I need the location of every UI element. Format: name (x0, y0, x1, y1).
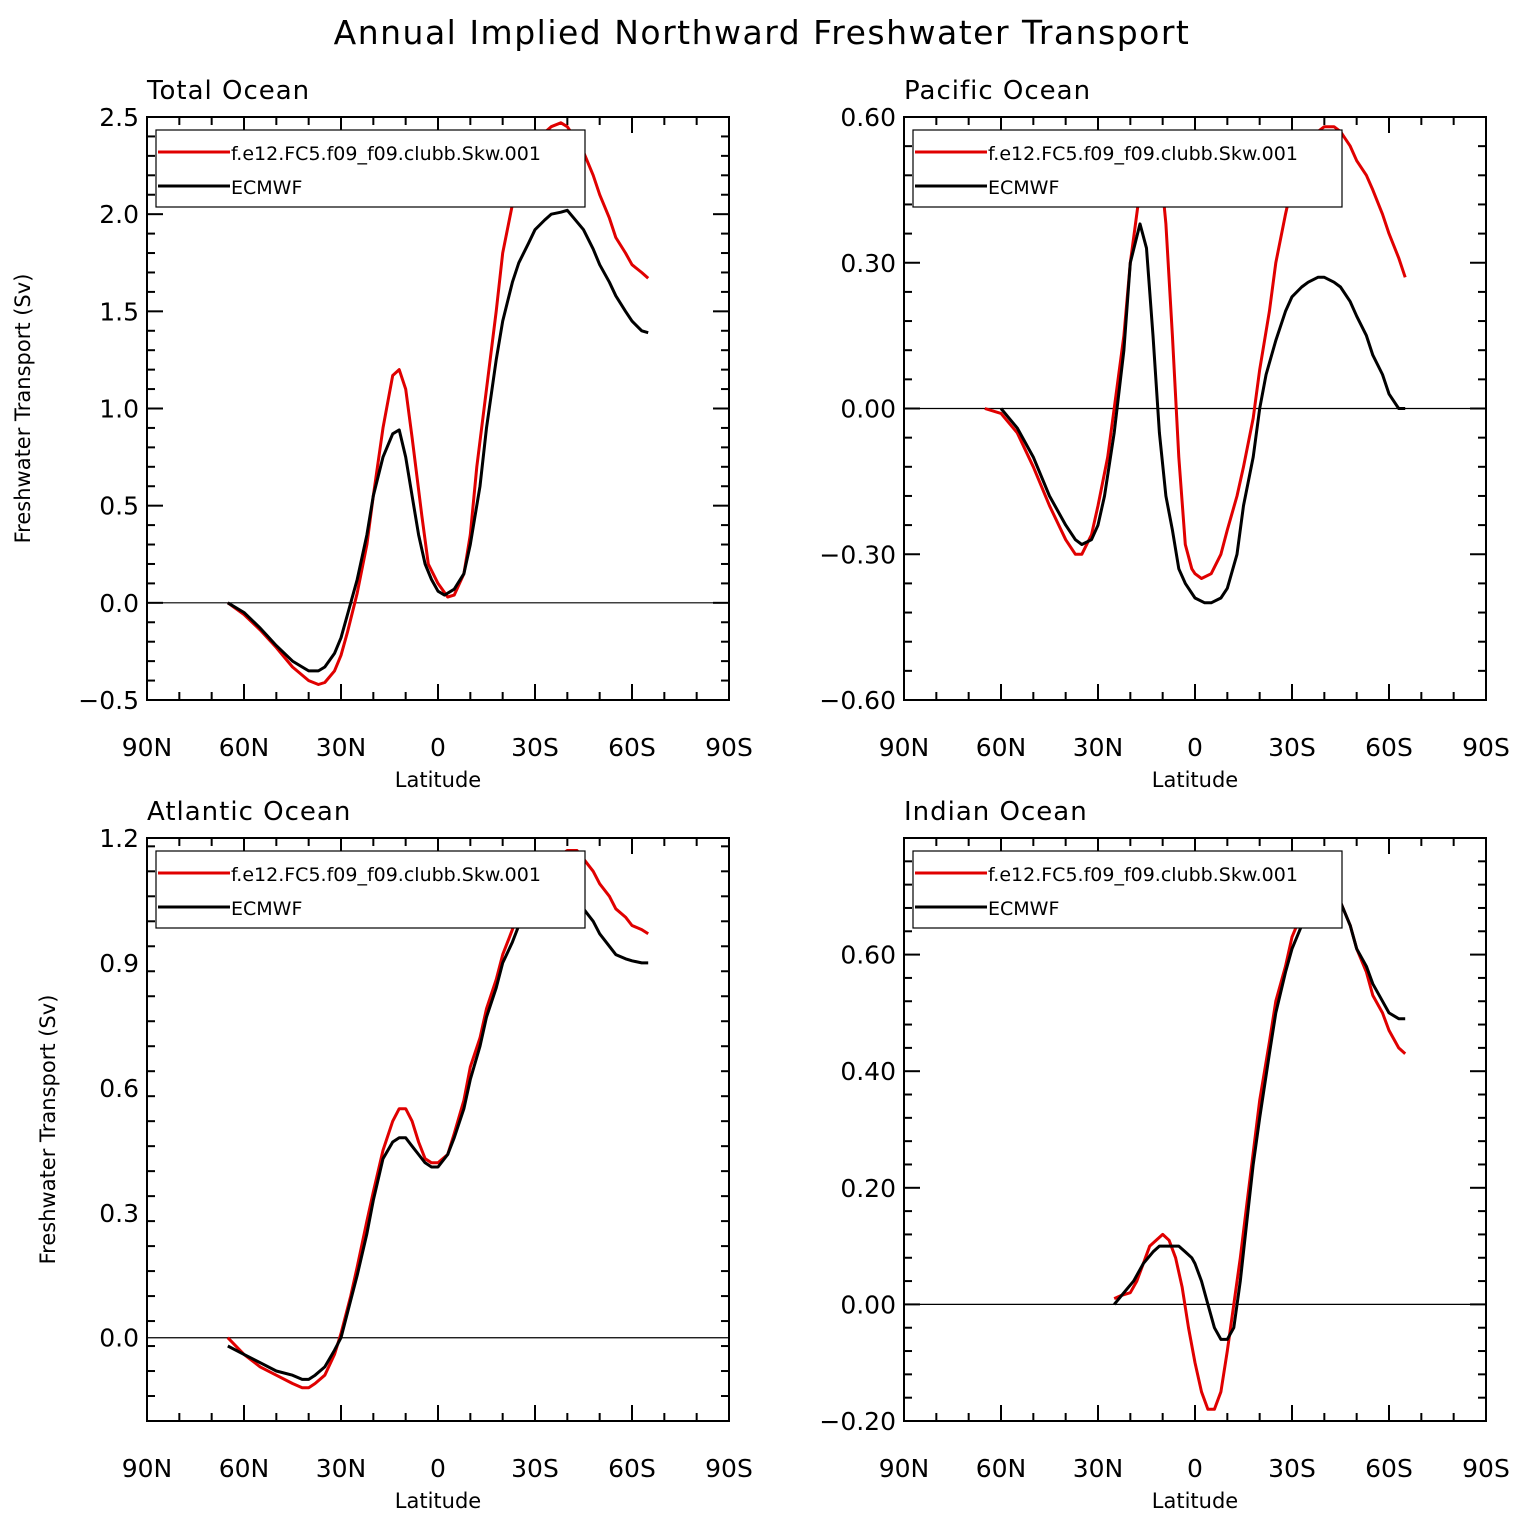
x-tick-label: 90S (705, 733, 753, 762)
x-tick-label: 60N (976, 733, 1027, 762)
y-axis-label: Freshwater Transport (Sv) (11, 274, 35, 544)
x-axis-label: Latitude (1152, 768, 1238, 792)
legend-label: f.e12.FC5.f09_f09.clubb.Skw.001 (988, 864, 1298, 886)
x-tick-label: 60S (608, 1454, 656, 1483)
legend: f.e12.FC5.f09_f09.clubb.Skw.001 ECMWF (155, 129, 586, 208)
legend: f.e12.FC5.f09_f09.clubb.Skw.001 ECMWF (912, 129, 1343, 208)
panel-title: Pacific Ocean (904, 76, 1091, 106)
y-tick-label: −0.20 (819, 1407, 896, 1436)
y-tick-label: 0.00 (840, 395, 896, 424)
x-tick-label: 60S (608, 733, 656, 762)
x-tick-label: 60N (219, 1454, 270, 1483)
panel-title: Atlantic Ocean (147, 797, 351, 827)
x-tick-label: 90N (122, 1454, 173, 1483)
legend-label: f.e12.FC5.f09_f09.clubb.Skw.001 (231, 143, 541, 165)
panel-indian-ocean: 90N 60N 30N 0 30S 60S 90S −0.20 0.00 0.20 0.40 0.60… (819, 797, 1509, 1513)
y-tick-label: 0.3 (99, 1199, 139, 1228)
y-axis-label: Freshwater Transport (Sv) (36, 995, 60, 1265)
series-line-ecmwf (999, 222, 1406, 605)
x-tick-label: 30N (316, 1454, 367, 1483)
legend-label: ECMWF (988, 177, 1059, 199)
legend-box (155, 129, 586, 208)
x-axis-label: Latitude (1152, 1489, 1238, 1513)
x-tick-label: 30S (1268, 1454, 1316, 1483)
y-tick-label: 0.9 (99, 949, 139, 978)
x-tick-label: 0 (430, 733, 446, 762)
y-tick-label: 1.5 (99, 297, 139, 326)
x-tick-label: 30N (1073, 733, 1124, 762)
x-tick-label: 60N (219, 733, 270, 762)
panel-atlantic-ocean: 90N 60N 30N 0 30S 60S 90S 0.0 0.3 0.6 0.9 1.2 Atlant… (36, 797, 753, 1513)
y-tick-label: 0.6 (99, 1074, 139, 1103)
x-tick-label: 90N (122, 733, 173, 762)
y-tick-label: −0.5 (78, 686, 139, 715)
y-tick-label: 2.5 (99, 103, 139, 132)
legend-box (912, 850, 1343, 929)
x-tick-label: 60S (1365, 733, 1413, 762)
y-tick-label: 0.60 (840, 941, 896, 970)
x-tick-label: 30S (1268, 733, 1316, 762)
y-tick-label: 0.0 (99, 1324, 139, 1353)
series-line-ecmwf (227, 208, 649, 673)
y-tick-label: 0.5 (99, 492, 139, 521)
panel-total-ocean: 90N 60N 30N 0 30S 60S 90S −0.5 0.0 0.5 1.0 1.5 2.0 2.… (11, 76, 753, 792)
y-tick-label: 0.0 (99, 589, 139, 618)
figure-title: Annual Implied Northward Freshwater Tran… (334, 13, 1191, 52)
series-line-model (226, 849, 650, 1390)
y-tick-label: 2.0 (99, 200, 139, 229)
y-tick-label: 1.0 (99, 395, 139, 424)
legend-box (155, 850, 586, 929)
legend-label: ECMWF (231, 177, 302, 199)
panels: 90N 60N 30N 0 30S 60S 90S −0.5 0.0 0.5 1.0 1.5 2.0 2.… (11, 76, 1510, 1513)
x-tick-label: 30N (1073, 1454, 1124, 1483)
legend: f.e12.FC5.f09_f09.clubb.Skw.001 ECMWF (155, 850, 586, 929)
y-tick-label: 0.00 (840, 1290, 896, 1319)
legend-label: ECMWF (988, 898, 1059, 920)
x-axis-label: Latitude (395, 768, 481, 792)
panel-pacific-ocean: 90N 60N 30N 0 30S 60S 90S −0.60 −0.30 0.00 0.30 0.6… (819, 76, 1509, 792)
x-tick-label: 0 (430, 1454, 446, 1483)
panel-title: Total Ocean (146, 76, 310, 106)
legend-label: ECMWF (231, 898, 302, 920)
y-tick-label: −0.60 (819, 686, 896, 715)
x-tick-label: 60N (976, 1454, 1027, 1483)
series-line-ecmwf (1113, 889, 1406, 1341)
y-tick-label: 0.20 (840, 1174, 896, 1203)
y-tick-label: −0.30 (819, 540, 896, 569)
legend-label: f.e12.FC5.f09_f09.clubb.Skw.001 (988, 143, 1298, 165)
x-tick-label: 30S (511, 733, 559, 762)
y-tick-label: 1.2 (99, 824, 139, 853)
x-tick-label: 0 (1187, 1454, 1203, 1483)
legend-label: f.e12.FC5.f09_f09.clubb.Skw.001 (231, 864, 541, 886)
x-tick-label: 90S (1462, 733, 1510, 762)
series-line-ecmwf (227, 899, 649, 1381)
x-tick-label: 90N (879, 733, 930, 762)
x-tick-label: 90N (879, 1454, 930, 1483)
x-tick-label: 90S (705, 1454, 753, 1483)
legend: f.e12.FC5.f09_f09.clubb.Skw.001 ECMWF (912, 850, 1343, 929)
x-tick-label: 30N (316, 733, 367, 762)
y-tick-label: 0.40 (840, 1057, 896, 1086)
legend-box (912, 129, 1343, 208)
x-tick-label: 90S (1462, 1454, 1510, 1483)
y-tick-label: 0.60 (840, 103, 896, 132)
x-axis-label: Latitude (395, 1489, 481, 1513)
x-tick-label: 30S (511, 1454, 559, 1483)
y-tick-label: 0.30 (840, 249, 896, 278)
series-line-model (1113, 883, 1407, 1411)
panel-title: Indian Ocean (904, 797, 1088, 827)
x-tick-label: 60S (1365, 1454, 1413, 1483)
x-tick-label: 0 (1187, 733, 1203, 762)
